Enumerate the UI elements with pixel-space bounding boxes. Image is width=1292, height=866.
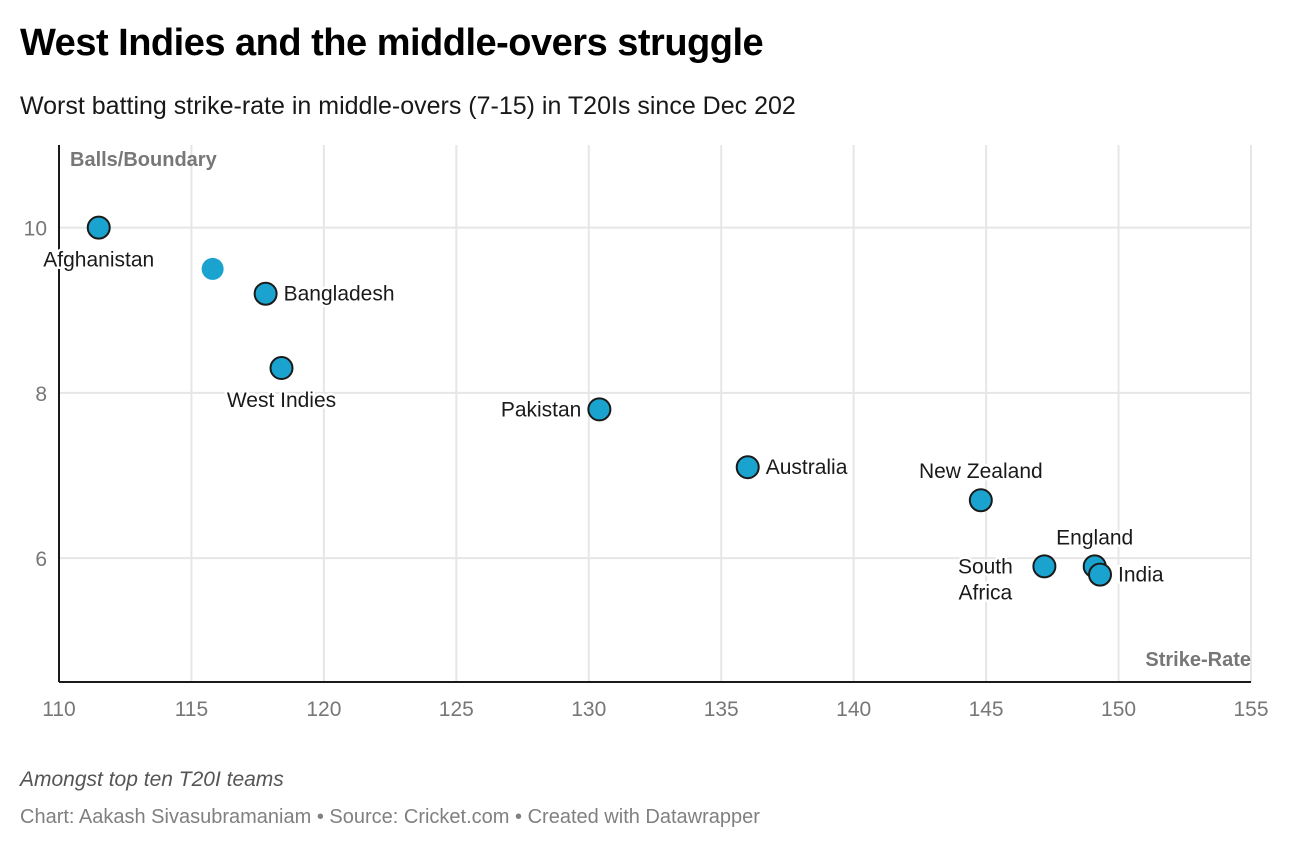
tick-labels: 110 115 120 125 130 135 140 145 150 155 6 8 10 xyxy=(24,218,1269,721)
data-points xyxy=(86,215,1113,587)
data-point xyxy=(86,215,111,240)
axes xyxy=(58,145,1251,683)
chart-notes: Amongst top ten T20I teams xyxy=(20,768,284,791)
x-tick-label: 120 xyxy=(306,698,341,721)
data-point xyxy=(1088,562,1113,587)
point-label: England xyxy=(1056,526,1133,549)
x-tick-label: 155 xyxy=(1233,698,1268,721)
x-tick-label: 135 xyxy=(704,698,739,721)
point-label: Australia xyxy=(766,456,848,479)
x-tick-label: 140 xyxy=(836,698,871,721)
point-label: India xyxy=(1118,564,1164,587)
point-label: Pakistan xyxy=(501,398,582,421)
x-axis-title: Strike-Rate xyxy=(1145,649,1251,671)
y-axis-title: Balls/Boundary xyxy=(70,149,218,171)
point-label: West Indies xyxy=(227,389,336,412)
chart-title: West Indies and the middle-overs struggl… xyxy=(20,22,764,64)
data-point xyxy=(201,257,224,280)
x-tick-label: 130 xyxy=(571,698,606,721)
chart-source: Source: Cricket.com xyxy=(329,806,510,828)
x-tick-label: 145 xyxy=(969,698,1004,721)
x-tick-label: 125 xyxy=(439,698,474,721)
x-tick-label: 115 xyxy=(175,698,208,721)
x-tick-label: 110 xyxy=(42,698,75,721)
point-label: South Africa xyxy=(958,555,1013,604)
point-label: Afghanistan xyxy=(43,249,154,272)
separator: • xyxy=(515,806,523,828)
y-tick-label: 8 xyxy=(35,383,47,406)
point-labels: Afghanistan Bangladesh West Indies Pakistan… xyxy=(41,246,1167,607)
data-point xyxy=(1032,554,1057,579)
y-tick-label: 10 xyxy=(24,218,47,241)
point-label: New Zealand xyxy=(919,460,1043,483)
chart-footer: Chart: Aakash Sivasubramaniam • Source: … xyxy=(20,806,760,829)
separator: • xyxy=(316,806,324,828)
data-point xyxy=(269,356,294,381)
grid-lines xyxy=(59,145,1252,682)
data-point xyxy=(253,281,278,306)
point-label: Bangladesh xyxy=(284,283,395,306)
chart-subtitle: Worst batting strike-rate in middle-over… xyxy=(20,92,796,120)
data-point xyxy=(587,397,612,422)
chart-credit: Chart: Aakash Sivasubramaniam xyxy=(20,806,312,828)
y-tick-label: 6 xyxy=(35,548,47,571)
chart-tool: Created with Datawrapper xyxy=(527,806,760,828)
x-tick-label: 150 xyxy=(1101,698,1136,721)
data-point xyxy=(735,455,760,480)
data-point xyxy=(968,488,993,513)
